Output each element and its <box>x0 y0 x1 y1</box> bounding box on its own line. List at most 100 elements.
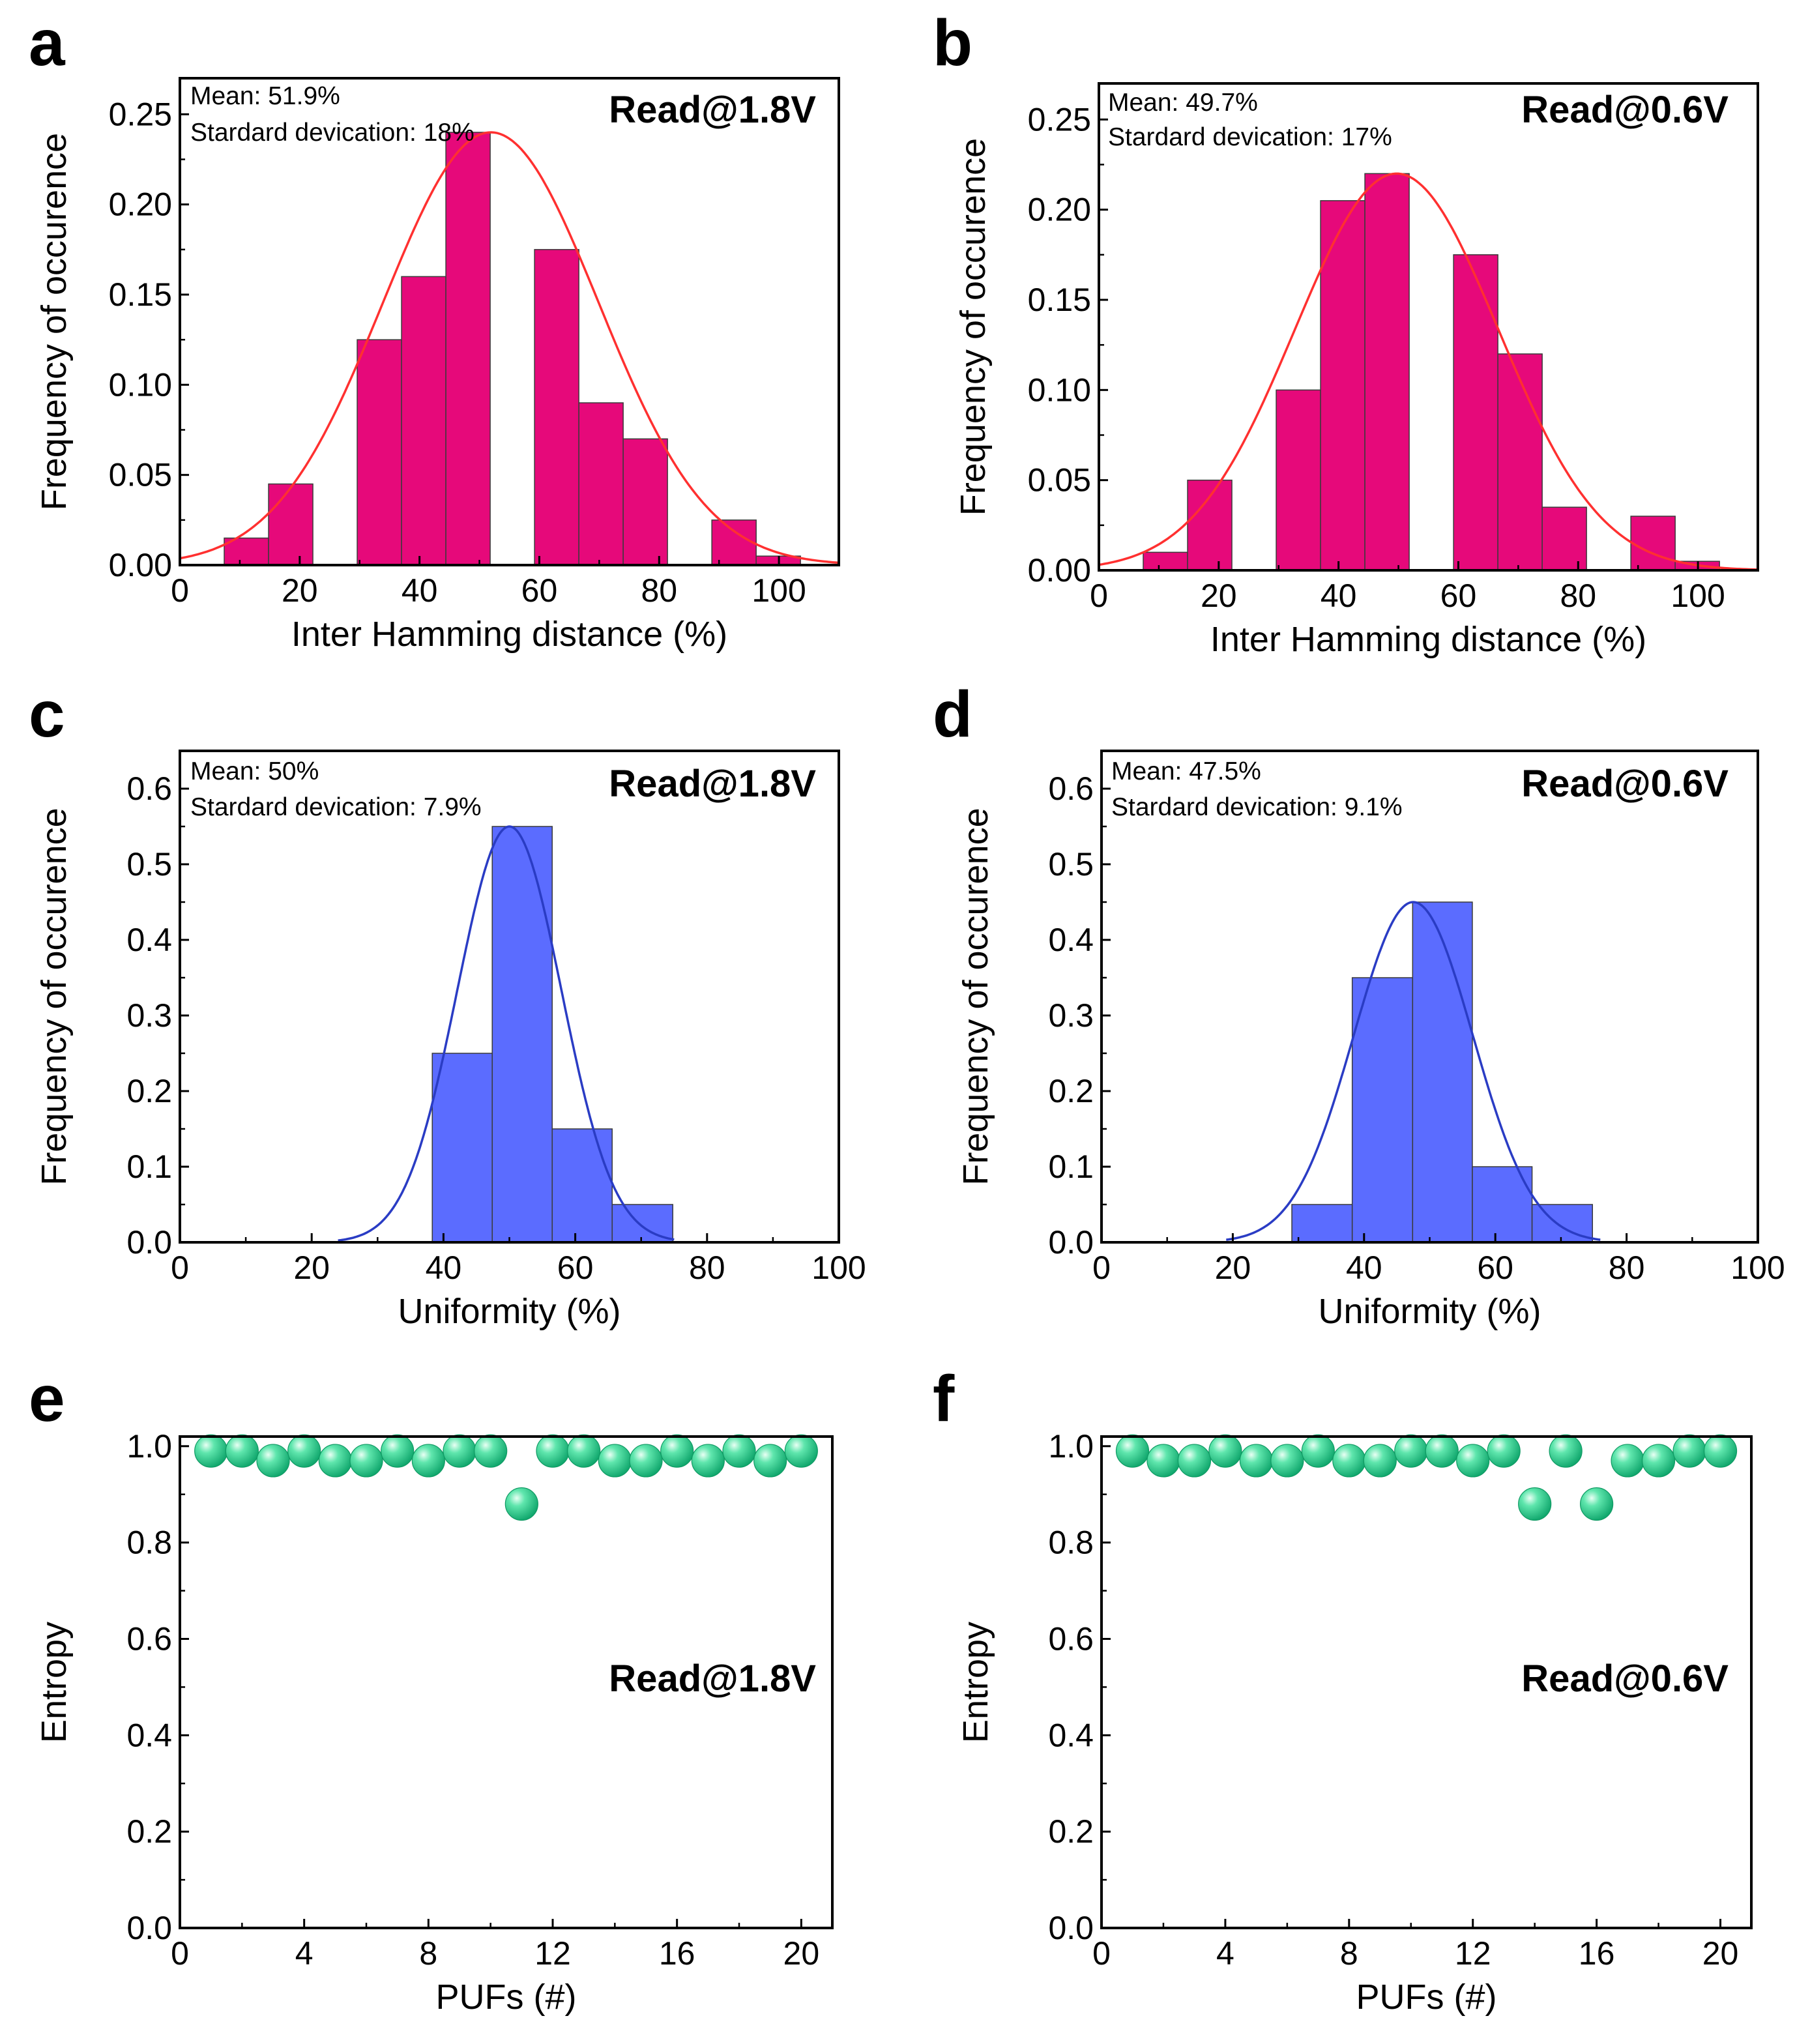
data-point <box>1641 1444 1676 1478</box>
plot-frame <box>179 77 840 566</box>
x-tick-label: 4 <box>1216 1935 1234 1972</box>
panel-letter: a <box>29 7 66 80</box>
data-point <box>411 1444 445 1478</box>
y-tick-label: 0.4 <box>126 1717 172 1753</box>
y-tick-label: 0.00 <box>1028 552 1091 589</box>
panel-letter: b <box>933 7 972 80</box>
x-tick-label: 80 <box>689 1249 725 1286</box>
histogram-bar <box>1276 389 1321 571</box>
plot-frame <box>1098 82 1759 572</box>
data-point <box>1208 1434 1242 1468</box>
chart-panel-f: f 0 4 8 12 16 20 0.0 0.2 0.4 0.6 0.8 1.0 PUFs (#) Entr… <box>933 1362 1753 2017</box>
x-tick-label: 60 <box>1440 577 1477 614</box>
y-axis-label: Entropy <box>35 1622 74 1743</box>
panel-letter: e <box>29 1362 65 1435</box>
y-tick-label: 0.5 <box>126 846 172 883</box>
y-axis-label: Entropy <box>956 1622 995 1743</box>
y-tick-label: 0.6 <box>1048 1620 1094 1657</box>
chart-title: Read@1.8V <box>609 763 816 805</box>
y-tick-label: 0.3 <box>126 997 172 1034</box>
histogram-bar <box>1541 506 1587 571</box>
histogram-bar <box>1291 1204 1353 1243</box>
data-point <box>1115 1434 1150 1468</box>
gaussian-fit-curve <box>1226 901 1601 1241</box>
gaussian-fit-curve <box>179 131 839 564</box>
x-tick-label: 20 <box>293 1249 330 1286</box>
x-tick-label: 60 <box>557 1249 594 1286</box>
gaussian-fit-curve <box>1098 172 1759 571</box>
data-point <box>1611 1444 1644 1478</box>
data-point <box>1394 1434 1428 1468</box>
y-axis-label: Frequency of occurence <box>954 138 993 516</box>
x-axis-label: Inter Hamming distance (%) <box>291 615 727 654</box>
stat-annotation: Mean: 49.7% <box>1108 89 1258 117</box>
data-point <box>660 1434 694 1468</box>
data-point <box>256 1444 290 1478</box>
y-tick-label: 1.0 <box>126 1428 172 1465</box>
data-point <box>536 1434 570 1468</box>
histogram-bar <box>534 249 579 566</box>
data-point <box>1146 1444 1180 1478</box>
x-tick-label: 100 <box>1730 1249 1785 1286</box>
x-tick-label: 12 <box>1455 1935 1491 1972</box>
data-point <box>1239 1444 1273 1478</box>
plot-frame <box>179 1435 834 1929</box>
histogram-bar <box>1187 479 1233 571</box>
y-tick-label: 0.0 <box>126 1910 172 1946</box>
y-tick-label: 0.5 <box>1048 846 1094 883</box>
histogram-bar <box>1453 254 1498 571</box>
stat-annotation: Stardard devication: 9.1% <box>1111 793 1403 821</box>
chart-panel-d: d 0 20 40 60 80 100 0.0 0.1 0.2 0.3 0.4 0.5 0.6 Unifor… <box>933 678 1785 1331</box>
x-tick-label: 0 <box>171 572 189 609</box>
y-tick-label: 0.10 <box>109 366 172 403</box>
x-tick-label: 40 <box>401 572 438 609</box>
chart-panel-e: e 0 4 8 12 16 20 0.0 0.2 0.4 0.6 0.8 1.0 PUFs (#) Entr… <box>29 1362 834 2017</box>
chart-title: Read@1.8V <box>609 89 816 131</box>
data-point <box>1425 1434 1459 1468</box>
x-tick-label: 12 <box>534 1935 571 1972</box>
y-tick-label: 0.2 <box>126 1073 172 1109</box>
x-tick-label: 0 <box>1092 1249 1111 1286</box>
x-axis-label: PUFs (#) <box>436 1978 577 2017</box>
y-tick-label: 1.0 <box>1048 1428 1094 1465</box>
histogram-bar <box>224 537 269 566</box>
x-tick-label: 0 <box>1090 577 1108 614</box>
y-tick-label: 0.4 <box>126 922 172 958</box>
stat-annotation: Stardard devication: 17% <box>1108 123 1392 151</box>
x-tick-label: 80 <box>1609 1249 1645 1286</box>
x-tick-label: 0 <box>171 1249 189 1286</box>
stat-annotation: Mean: 50% <box>190 757 319 785</box>
x-tick-label: 40 <box>1346 1249 1382 1286</box>
x-tick-label: 4 <box>295 1935 314 1972</box>
data-point <box>1363 1444 1397 1478</box>
x-tick-label: 20 <box>783 1935 820 1972</box>
data-point <box>225 1434 259 1468</box>
x-tick-label: 60 <box>521 572 558 609</box>
y-tick-label: 0.4 <box>1048 1717 1094 1753</box>
chart-panel-a: a 0 20 40 60 80 100 0.00 0.05 0.10 0.15 0.20 0.25 Int… <box>29 7 840 654</box>
x-axis-label: Uniformity (%) <box>398 1292 620 1331</box>
data-point <box>1270 1444 1304 1478</box>
data-point <box>443 1434 476 1468</box>
histogram-bar <box>1143 551 1188 571</box>
histogram-bar <box>578 402 624 566</box>
histogram-bar <box>1364 173 1410 571</box>
y-tick-label: 0.1 <box>126 1148 172 1185</box>
x-tick-label: 20 <box>1215 1249 1251 1286</box>
y-axis-label: Frequency of occurence <box>956 808 995 1185</box>
y-tick-label: 0.2 <box>126 1813 172 1850</box>
chart-title: Read@0.6V <box>1521 763 1729 805</box>
data-point <box>1518 1487 1552 1521</box>
y-tick-label: 0.6 <box>1048 770 1094 807</box>
data-point <box>691 1444 725 1478</box>
histogram-bar <box>1630 516 1676 571</box>
x-tick-label: 40 <box>1321 577 1357 614</box>
data-point <box>567 1434 601 1468</box>
y-tick-label: 0.05 <box>1028 462 1091 499</box>
x-tick-label: 100 <box>752 572 806 609</box>
stat-annotation: Stardard devication: 18% <box>190 119 474 147</box>
histogram-bar <box>491 826 553 1243</box>
data-point <box>318 1444 352 1478</box>
histogram-bar <box>357 339 402 566</box>
gaussian-fit-curve <box>338 825 675 1242</box>
